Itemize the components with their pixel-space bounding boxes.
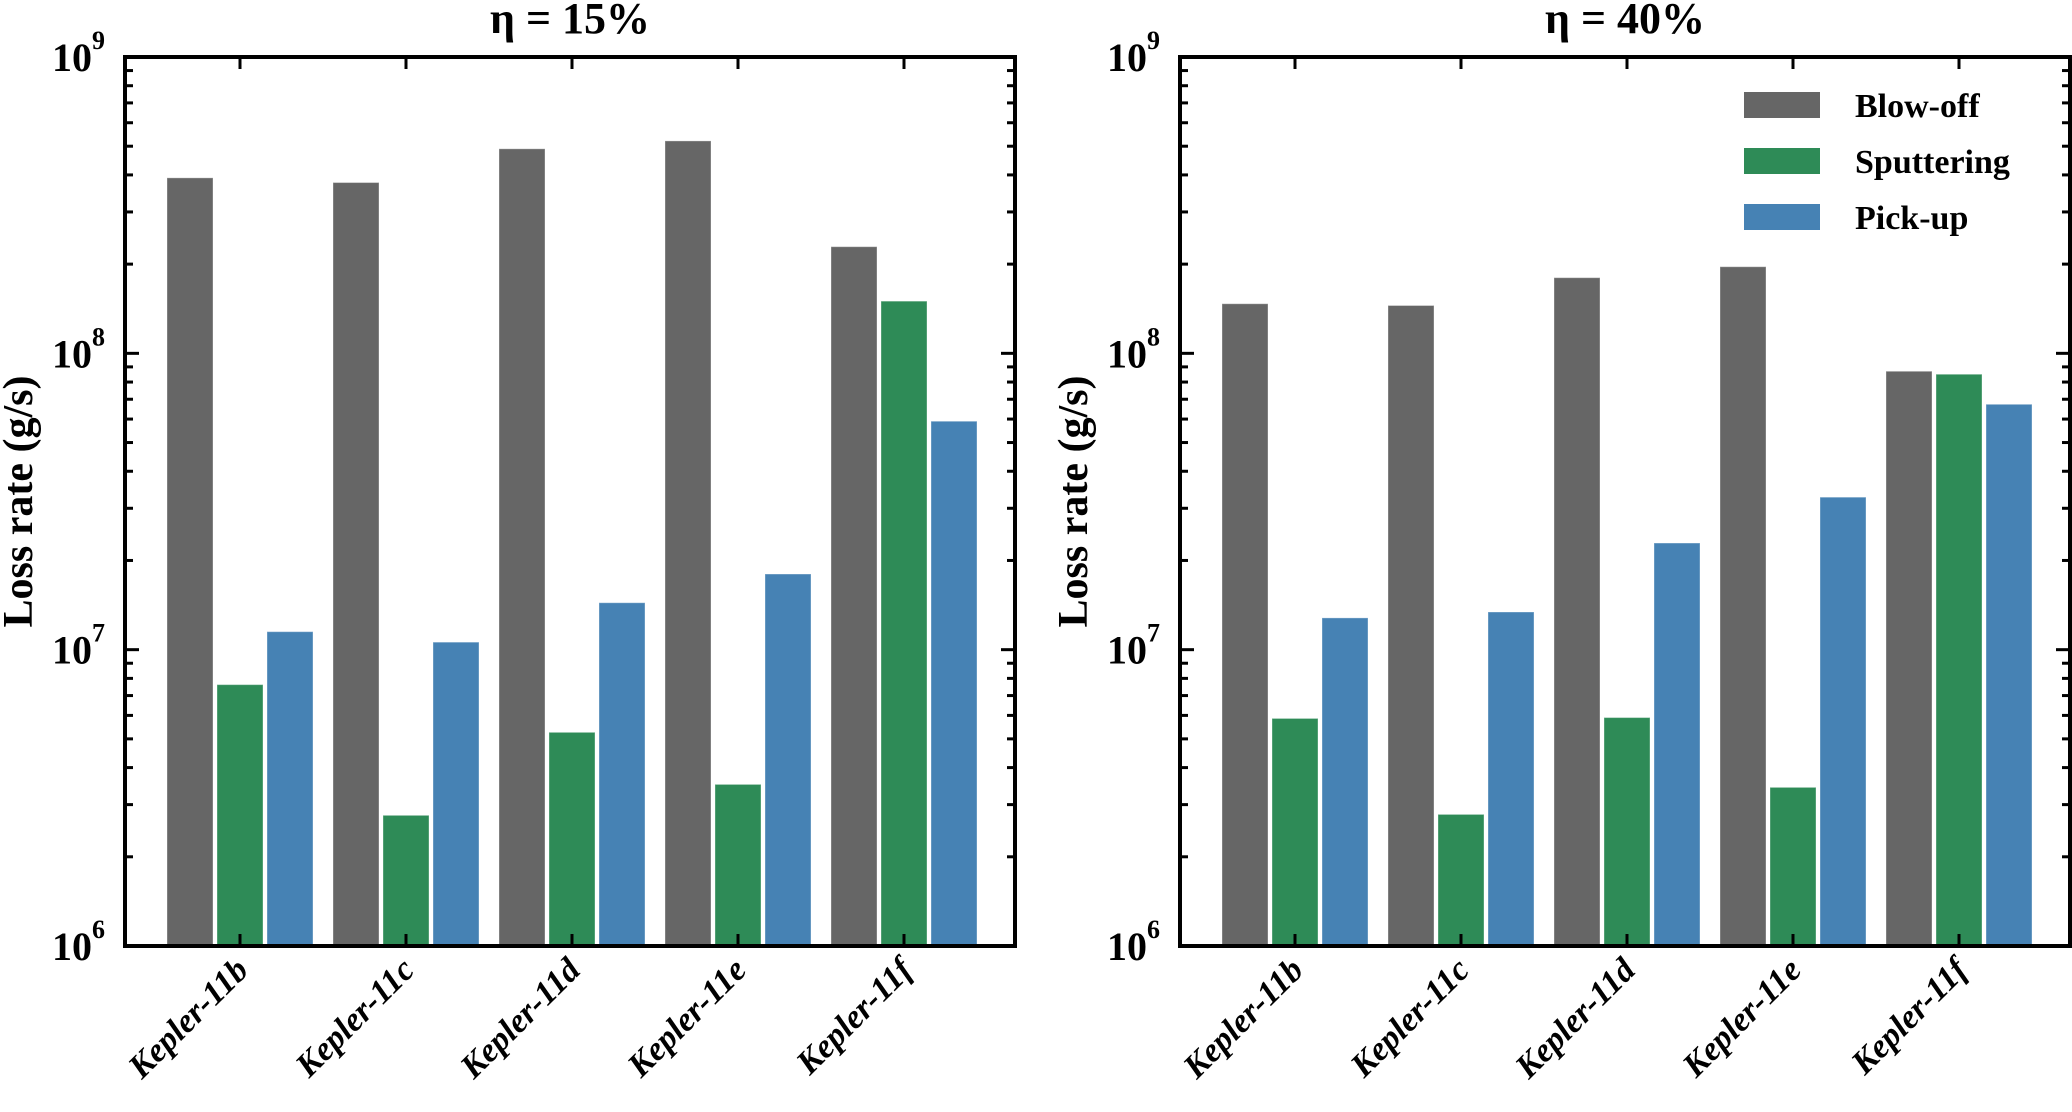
bar-blow-off-kepler-11f <box>830 246 878 947</box>
x-category-label: Kepler-11b <box>121 951 256 1086</box>
bar-blow-off-kepler-11f <box>1885 370 1933 947</box>
bar-blow-off-kepler-11c <box>332 182 380 947</box>
y-tick-label: 106 <box>52 915 105 969</box>
y-tick-exponent: 6 <box>92 915 105 944</box>
legend-item: Sputtering <box>1744 144 2010 181</box>
y-axis-label: Loss rate (g/s) <box>0 376 42 628</box>
bar-pick-up-kepler-11c <box>432 641 480 947</box>
legend-swatch <box>1744 148 1820 174</box>
x-category-label: Kepler-11c <box>288 951 422 1085</box>
legend-item: Pick-up <box>1744 200 1968 237</box>
y-tick-label: 106 <box>1107 915 1160 969</box>
y-tick-label: 108 <box>1107 322 1160 376</box>
legend-label: Blow-off <box>1855 88 1980 125</box>
x-category-label: Kepler-11f <box>789 949 923 1083</box>
y-tick-base: 10 <box>1107 35 1147 80</box>
y-tick-base: 10 <box>1107 628 1147 673</box>
x-category-label: Kepler-11c <box>1343 951 1477 1085</box>
y-tick-label: 109 <box>1107 26 1160 80</box>
y-tick-exponent: 6 <box>1147 915 1160 944</box>
x-category-label: Kepler-11b <box>1176 951 1311 1086</box>
y-tick-label: 109 <box>52 26 105 80</box>
y-tick-base: 10 <box>1107 924 1147 969</box>
bar-blow-off-kepler-11e <box>1719 266 1767 947</box>
legend-item: Blow-off <box>1744 88 1980 125</box>
bar-blow-off-kepler-11d <box>1553 277 1601 947</box>
x-category-label: Kepler-11f <box>1844 949 1978 1083</box>
bar-pick-up-kepler-11b <box>266 631 314 947</box>
bar-sputtering-kepler-11d <box>548 731 596 947</box>
y-tick-exponent: 8 <box>92 322 105 351</box>
bar-pick-up-kepler-11e <box>764 573 812 947</box>
bar-sputtering-kepler-11b <box>1271 717 1319 947</box>
bar-sputtering-kepler-11d <box>1603 717 1651 947</box>
bar-pick-up-kepler-11c <box>1487 611 1535 947</box>
bars <box>1221 266 2033 947</box>
legend: Blow-off Sputtering Pick-up <box>1744 88 2010 237</box>
y-tick-label: 107 <box>1107 619 1160 673</box>
bar-sputtering-kepler-11e <box>1769 786 1817 947</box>
bar-sputtering-kepler-11b <box>216 684 264 947</box>
bar-blow-off-kepler-11c <box>1387 305 1435 947</box>
bar-blow-off-kepler-11d <box>498 148 546 947</box>
bar-blow-off-kepler-11b <box>166 177 214 947</box>
bar-blow-off-kepler-11b <box>1221 303 1269 947</box>
bar-pick-up-kepler-11d <box>598 602 646 947</box>
legend-label: Pick-up <box>1855 200 1968 237</box>
y-tick-label: 107 <box>52 619 105 673</box>
chart-title: η = 15% <box>490 0 650 43</box>
y-tick-base: 10 <box>52 924 92 969</box>
y-tick-exponent: 9 <box>1147 26 1160 55</box>
chart-title: η = 40% <box>1545 0 1705 43</box>
bar-blow-off-kepler-11e <box>664 140 712 947</box>
bar-pick-up-kepler-11f <box>930 420 978 947</box>
axes-frame <box>123 55 1017 948</box>
x-category-label: Kepler-11d <box>453 951 589 1087</box>
x-category-label: Kepler-11e <box>620 951 754 1085</box>
axes-frame <box>1178 55 2072 948</box>
legend-label: Sputtering <box>1855 144 2010 181</box>
bar-pick-up-kepler-11d <box>1653 542 1701 947</box>
bar-sputtering-kepler-11c <box>1437 813 1485 947</box>
bar-sputtering-kepler-11f <box>880 300 928 947</box>
y-tick-label: 108 <box>52 322 105 376</box>
legend-swatch <box>1744 204 1820 230</box>
bars <box>166 140 978 947</box>
bar-pick-up-kepler-11e <box>1819 496 1867 947</box>
y-tick-exponent: 7 <box>1147 619 1160 648</box>
x-category-label: Kepler-11d <box>1508 951 1644 1087</box>
y-tick-exponent: 8 <box>1147 322 1160 351</box>
y-tick-base: 10 <box>52 331 92 376</box>
y-tick-base: 10 <box>52 35 92 80</box>
y-tick-exponent: 9 <box>92 26 105 55</box>
x-category-label: Kepler-11e <box>1675 951 1809 1085</box>
bar-sputtering-kepler-11c <box>382 814 430 947</box>
bar-sputtering-kepler-11e <box>714 783 762 947</box>
bar-pick-up-kepler-11b <box>1321 617 1369 947</box>
legend-swatch <box>1744 92 1820 118</box>
y-axis-label: Loss rate (g/s) <box>1051 376 1097 628</box>
bar-sputtering-kepler-11f <box>1935 373 1983 947</box>
y-tick-exponent: 7 <box>92 619 105 648</box>
y-tick-base: 10 <box>52 628 92 673</box>
bar-pick-up-kepler-11f <box>1985 403 2033 947</box>
y-tick-base: 10 <box>1107 331 1147 376</box>
